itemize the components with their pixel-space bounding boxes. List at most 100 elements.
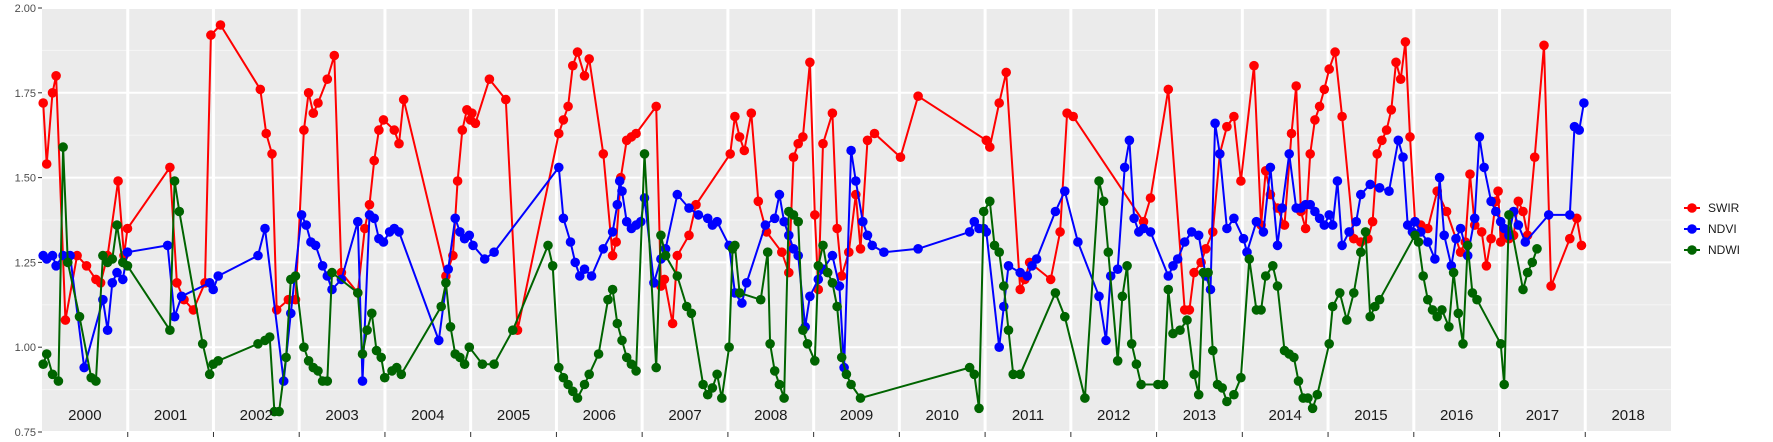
data-point-swir xyxy=(364,199,375,210)
data-point-ndvi xyxy=(1205,284,1216,295)
data-point-ndwi xyxy=(626,359,637,370)
data-point-swir xyxy=(394,138,404,149)
data-point-ndvi xyxy=(1319,220,1330,230)
data-point-ndwi xyxy=(313,366,323,376)
data-point-ndvi xyxy=(579,264,590,275)
data-point-ndwi xyxy=(978,206,989,217)
data-point-ndwi xyxy=(371,345,382,356)
data-point-ndvi xyxy=(969,216,980,227)
data-point-ndvi xyxy=(1451,233,1461,244)
data-point-ndvi xyxy=(1327,220,1338,230)
data-point-swir xyxy=(913,91,923,101)
data-point-ndvi xyxy=(118,274,128,285)
data-point-swir xyxy=(832,223,842,234)
data-point-ndvi xyxy=(779,216,789,227)
facet-label-2015: 2015 xyxy=(1354,407,1387,424)
data-point-ndvi xyxy=(260,223,270,234)
data-point-swir xyxy=(484,74,495,84)
data-point-ndvi xyxy=(858,216,868,227)
data-point-ndwi xyxy=(1131,359,1142,370)
data-point-swir xyxy=(1330,47,1340,57)
data-point-ndwi xyxy=(724,342,734,353)
data-point-ndvi xyxy=(317,261,328,271)
y-tick-label: 0.75 xyxy=(15,427,36,439)
data-point-ndvi xyxy=(617,186,627,196)
data-point-ndvi xyxy=(575,271,585,281)
data-point-ndwi xyxy=(58,142,68,152)
data-point-swir xyxy=(684,230,694,241)
series-ndwi xyxy=(38,142,1542,417)
data-point-ndvi xyxy=(450,213,461,224)
data-point-ndvi xyxy=(636,216,646,227)
data-point-ndwi xyxy=(827,278,838,288)
data-point-ndwi xyxy=(327,267,337,278)
data-point-ndvi xyxy=(1112,264,1123,275)
data-point-swir xyxy=(452,176,463,186)
data-point-ndwi xyxy=(974,403,984,414)
data-point-ndvi xyxy=(1310,206,1320,217)
data-point-ndwi xyxy=(1423,294,1433,305)
data-point-ndvi xyxy=(169,311,180,322)
data-point-ndwi xyxy=(1208,345,1218,356)
data-point-ndwi xyxy=(1518,284,1528,295)
data-point-swir xyxy=(1314,101,1325,112)
y-axis: 0.75 1.00 1.25 1.50 1.75 2.00 xyxy=(15,3,42,439)
data-point-swir xyxy=(1481,261,1492,271)
data-point-ndvi xyxy=(1251,216,1262,227)
data-point-ndwi xyxy=(281,352,291,363)
data-point-ndwi xyxy=(1158,379,1169,390)
facet-label-2001: 2001 xyxy=(154,407,187,424)
facet-label-2010: 2010 xyxy=(926,407,959,424)
data-point-swir xyxy=(1045,274,1056,285)
data-point-ndvi xyxy=(112,267,122,278)
data-point-ndvi xyxy=(1015,267,1025,278)
data-point-ndwi xyxy=(379,372,390,383)
data-point-ndwi xyxy=(74,311,85,322)
data-point-swir xyxy=(1513,196,1524,207)
data-point-swir xyxy=(739,145,750,156)
facet-label-2012: 2012 xyxy=(1097,407,1130,424)
data-point-swir xyxy=(322,74,333,84)
y-tick-label: 2.00 xyxy=(15,3,36,15)
data-point-ndvi xyxy=(612,199,623,210)
data-point-ndwi xyxy=(1458,339,1468,349)
data-point-ndwi xyxy=(1256,305,1266,315)
data-point-ndwi xyxy=(1112,356,1123,366)
data-point-ndvi xyxy=(1430,254,1440,264)
data-point-ndwi xyxy=(1335,288,1345,298)
facet-label-2004: 2004 xyxy=(411,407,444,424)
data-point-ndvi xyxy=(1543,210,1554,220)
data-point-ndvi xyxy=(1513,220,1524,230)
data-point-swir xyxy=(1229,111,1239,122)
data-point-ndvi xyxy=(369,213,380,224)
data-point-ndwi xyxy=(1136,379,1146,390)
data-point-ndwi xyxy=(994,247,1004,257)
data-point-ndwi xyxy=(774,379,785,390)
legend-label: NDWI xyxy=(1708,243,1740,257)
data-point-ndwi xyxy=(798,325,808,336)
data-point-ndvi xyxy=(107,278,118,288)
data-point-ndvi xyxy=(1332,176,1343,186)
data-point-ndwi xyxy=(702,389,713,400)
data-point-ndvi xyxy=(1215,149,1225,159)
data-point-ndvi xyxy=(964,227,975,237)
data-point-ndwi xyxy=(810,356,820,366)
data-point-swir xyxy=(1386,105,1397,115)
data-point-swir xyxy=(554,128,564,139)
data-point-ndvi xyxy=(554,162,564,173)
data-point-ndwi xyxy=(169,176,180,186)
data-point-swir xyxy=(378,115,389,125)
data-point-ndwi xyxy=(1103,247,1114,257)
data-point-swir xyxy=(1372,149,1382,159)
data-point-swir xyxy=(1015,284,1025,295)
data-point-ndvi xyxy=(1469,213,1480,224)
data-point-ndwi xyxy=(322,376,333,386)
data-point-ndwi xyxy=(464,342,475,353)
data-point-swir xyxy=(855,244,866,254)
data-point-swir xyxy=(985,142,995,152)
data-point-ndvi xyxy=(253,250,263,261)
data-point-ndwi xyxy=(1437,305,1447,315)
data-point-ndwi xyxy=(367,308,377,319)
data-point-swir xyxy=(313,98,323,108)
data-point-swir xyxy=(798,132,808,142)
